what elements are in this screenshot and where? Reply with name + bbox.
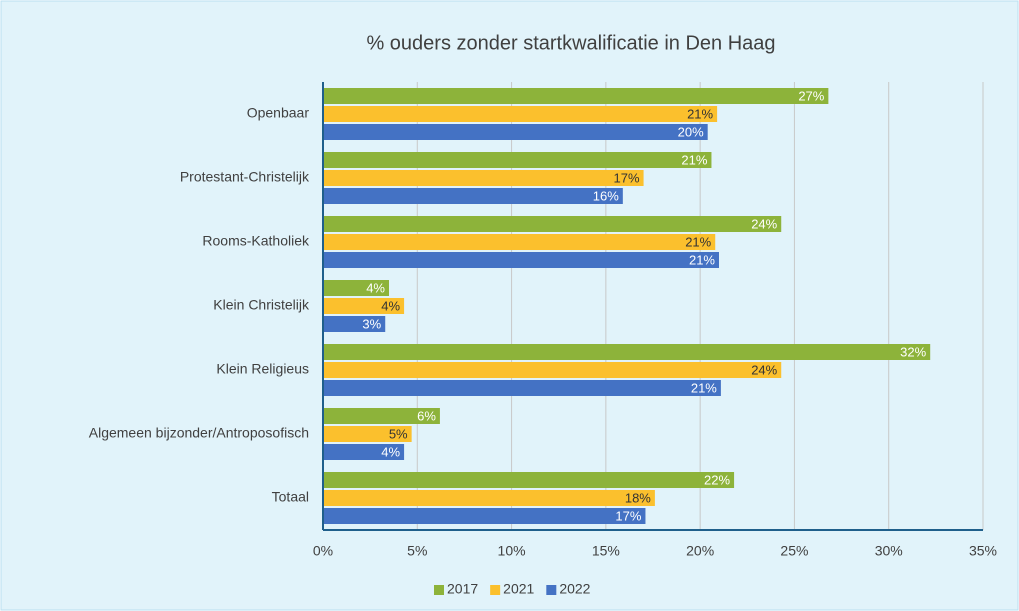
bar xyxy=(323,234,716,250)
bar xyxy=(323,88,829,104)
y-tick-label: Totaal xyxy=(272,489,309,505)
bar xyxy=(323,380,721,396)
bar xyxy=(323,444,405,460)
value-label: 18% xyxy=(625,490,651,505)
legend-label: 2022 xyxy=(559,581,590,597)
value-label: 27% xyxy=(798,88,824,103)
x-tick-label: 10% xyxy=(498,543,526,559)
chart-title: % ouders zonder startkwalificatie in Den… xyxy=(366,32,775,54)
legend-label: 2017 xyxy=(447,581,478,597)
x-tick-label: 35% xyxy=(969,543,997,559)
value-label: 21% xyxy=(681,152,707,167)
bar xyxy=(323,490,655,506)
value-label: 4% xyxy=(381,298,400,313)
legend-label: 2021 xyxy=(503,581,534,597)
bar xyxy=(323,344,931,360)
y-tick-label: Openbaar xyxy=(247,105,310,121)
x-tick-label: 5% xyxy=(407,543,427,559)
bar xyxy=(323,188,623,204)
value-label: 4% xyxy=(381,444,400,459)
bar xyxy=(323,426,412,442)
y-tick-label: Klein Religieus xyxy=(216,361,309,377)
bar xyxy=(323,152,712,168)
value-label: 17% xyxy=(615,508,641,523)
value-label: 21% xyxy=(687,106,713,121)
y-tick-label: Algemeen bijzonder/Antroposofisch xyxy=(89,425,309,441)
x-tick-label: 30% xyxy=(875,543,903,559)
bar xyxy=(323,252,719,268)
value-label: 24% xyxy=(751,362,777,377)
legend-swatch xyxy=(490,585,501,595)
legend-swatch xyxy=(546,585,557,595)
bar xyxy=(323,408,440,424)
bar xyxy=(323,316,386,332)
x-tick-label: 0% xyxy=(313,543,333,559)
x-tick-label: 25% xyxy=(780,543,808,559)
bar xyxy=(323,472,735,488)
bar xyxy=(323,280,389,296)
value-label: 6% xyxy=(417,408,436,423)
value-label: 17% xyxy=(614,170,640,185)
value-label: 21% xyxy=(685,234,711,249)
bar xyxy=(323,298,405,314)
value-label: 16% xyxy=(593,188,619,203)
bar xyxy=(323,106,718,122)
value-label: 3% xyxy=(362,316,381,331)
bar xyxy=(323,508,646,524)
bar xyxy=(323,170,644,186)
value-label: 22% xyxy=(704,472,730,487)
value-label: 32% xyxy=(900,344,926,359)
y-tick-label: Klein Christelijk xyxy=(213,297,310,313)
y-tick-label: Protestant-Christelijk xyxy=(180,169,310,185)
value-label: 24% xyxy=(751,216,777,231)
value-label: 21% xyxy=(689,252,715,267)
bar xyxy=(323,216,782,232)
value-label: 5% xyxy=(389,426,408,441)
legend-swatch xyxy=(434,585,444,595)
value-label: 21% xyxy=(691,380,717,395)
y-tick-label: Rooms-Katholiek xyxy=(202,233,310,249)
value-label: 4% xyxy=(366,280,385,295)
value-label: 20% xyxy=(678,124,704,139)
bar xyxy=(323,362,782,378)
bar xyxy=(323,124,708,140)
x-tick-label: 20% xyxy=(686,543,714,559)
x-tick-label: 15% xyxy=(592,543,620,559)
